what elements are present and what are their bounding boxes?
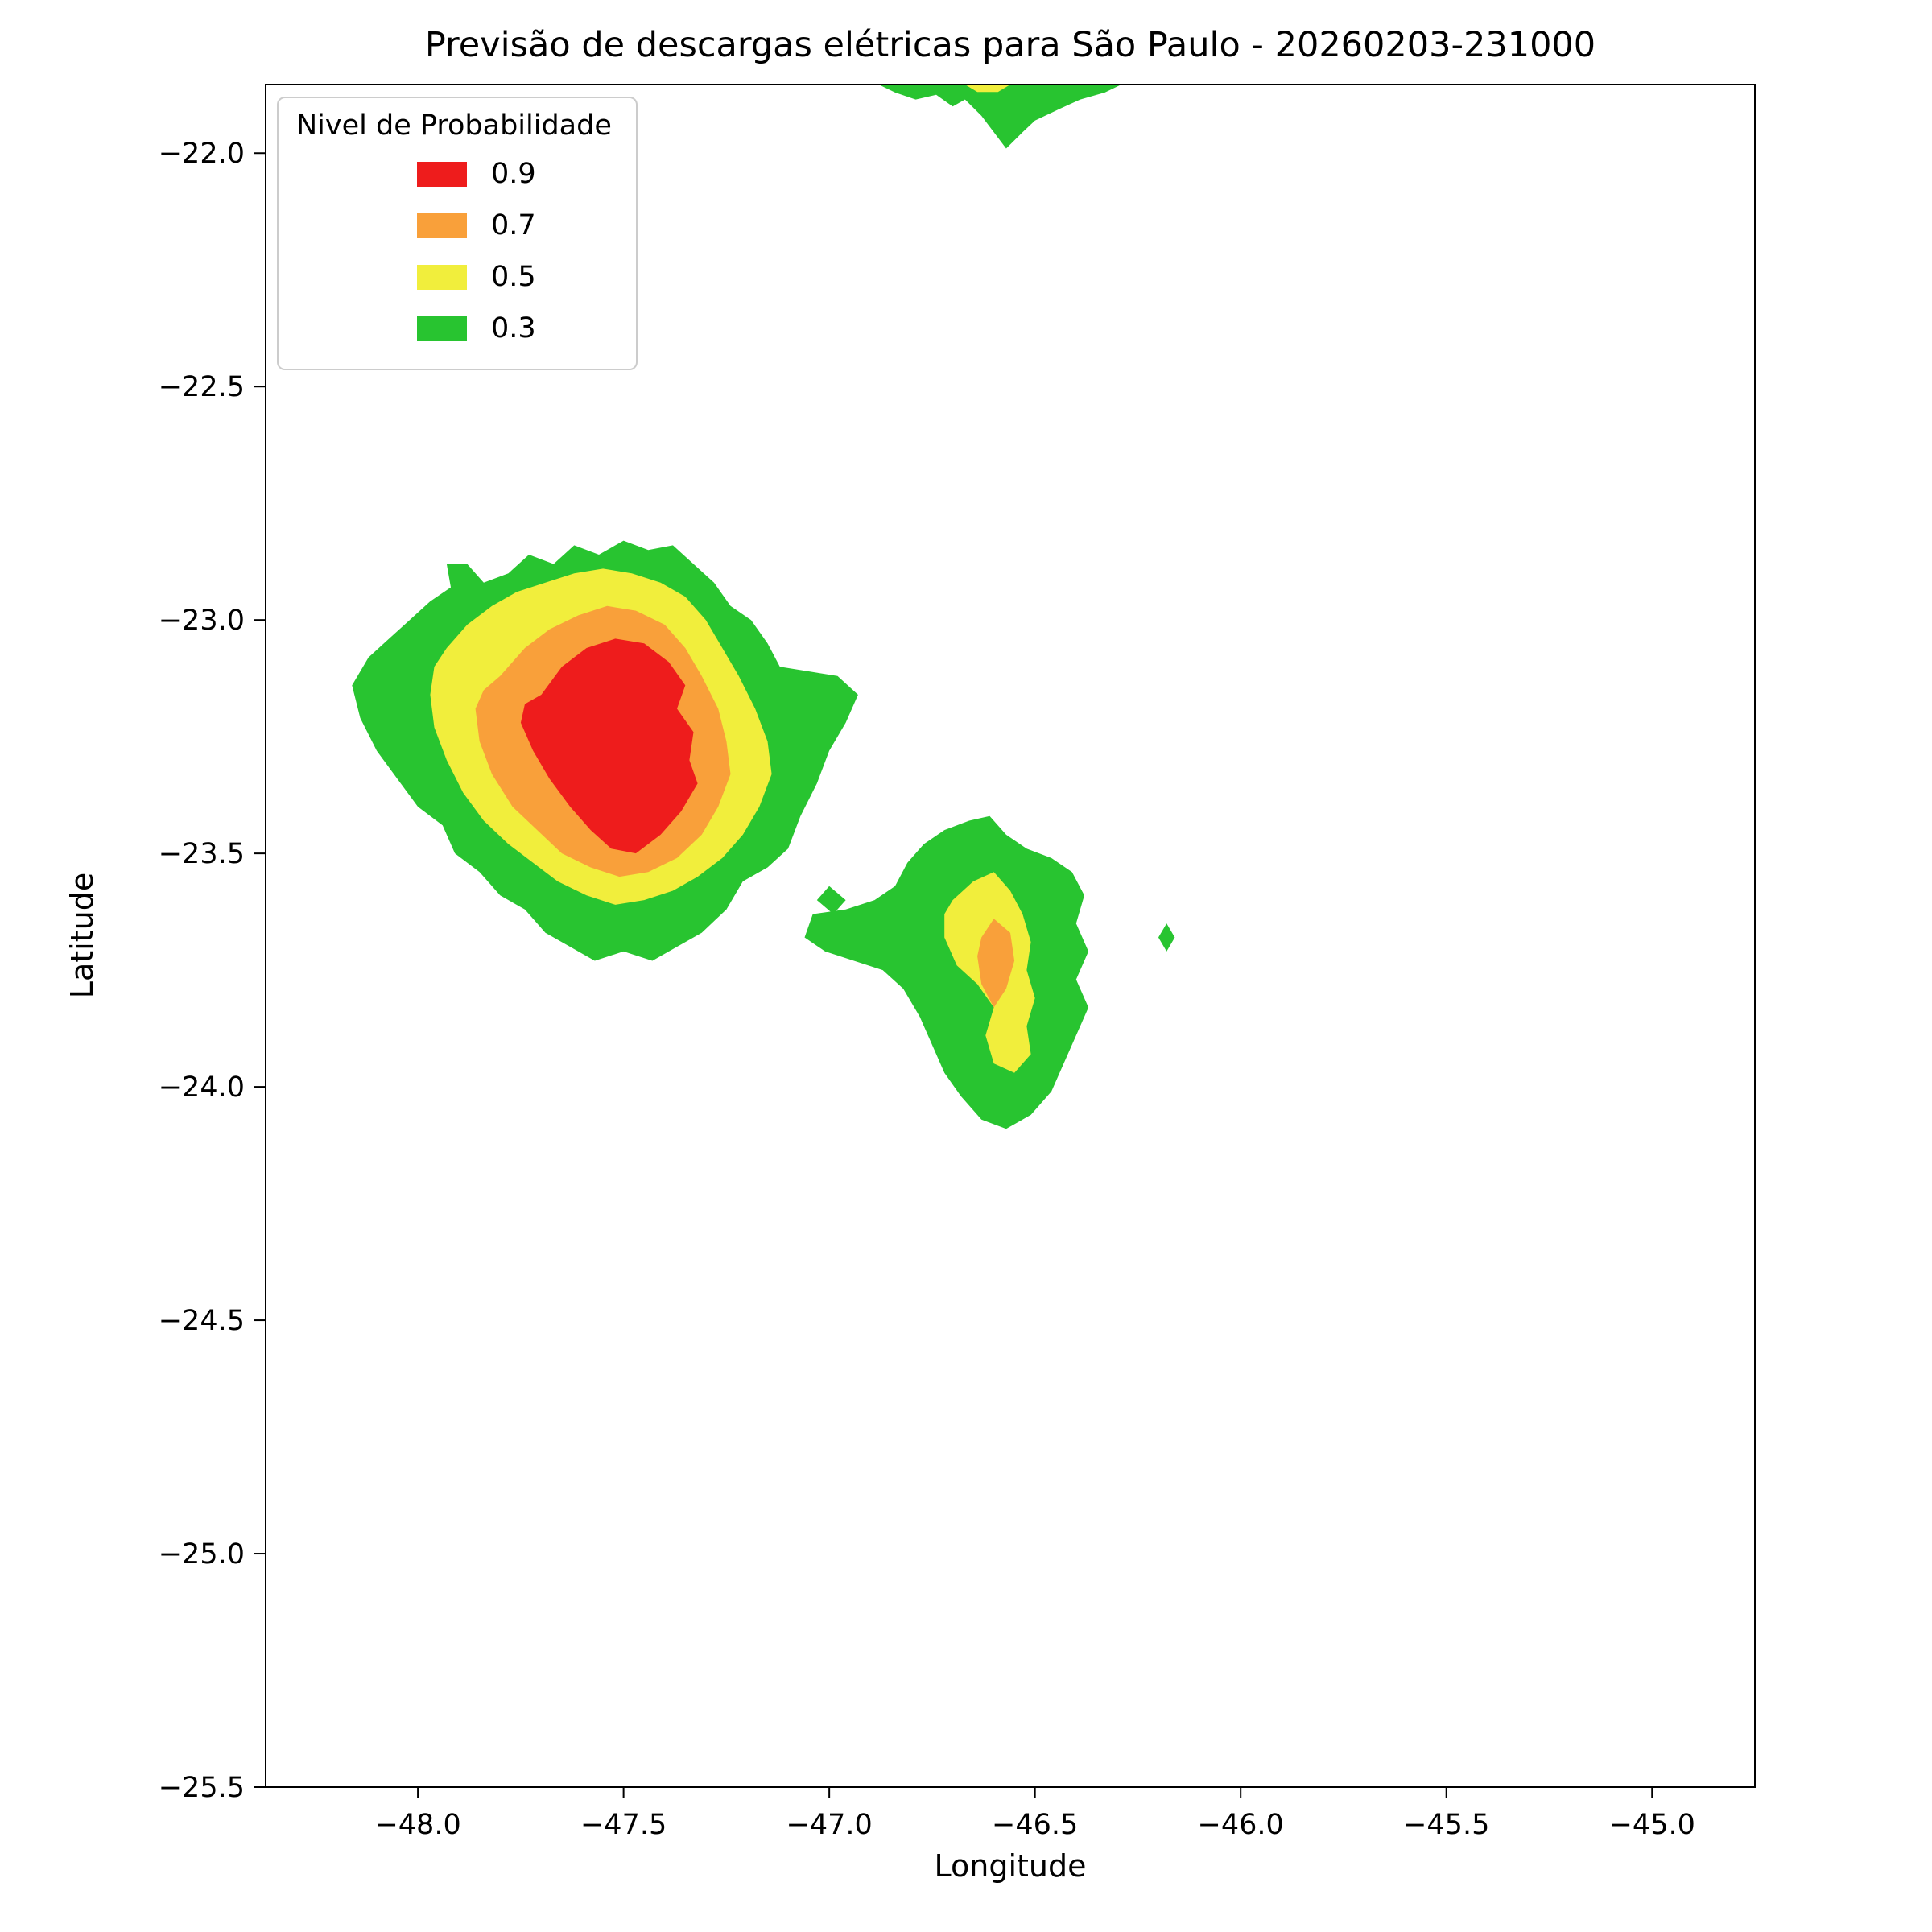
- y-axis-label: Latitude: [64, 872, 100, 999]
- legend-label: 0.5: [491, 261, 536, 293]
- legend-entry: 0.7: [296, 200, 612, 251]
- axes-frame: [265, 84, 1756, 1788]
- chart-title: Previsão de descargas elétricas para São…: [424, 25, 1596, 65]
- legend-title: Nivel de Probabilidade: [296, 109, 612, 142]
- legend-entry: 0.3: [296, 303, 612, 354]
- contour-layer: [352, 85, 1175, 1129]
- y-tick-label: −25.5: [159, 1772, 245, 1804]
- legend-swatch-0.7: [417, 213, 467, 238]
- legend-swatch-0.3: [417, 316, 467, 341]
- legend-entry: 0.5: [296, 251, 612, 303]
- y-tick-label: −23.0: [159, 605, 245, 637]
- legend-entry: 0.9: [296, 148, 612, 200]
- x-tick-label: −46.0: [1198, 1809, 1284, 1841]
- legend-swatch-0.5: [417, 264, 467, 290]
- y-tick-label: −25.0: [159, 1538, 245, 1571]
- contour-region-main-cell-red: [520, 638, 698, 854]
- x-tick-label: −45.5: [1403, 1809, 1489, 1841]
- y-tick-label: −23.5: [159, 838, 245, 870]
- legend-label: 0.9: [491, 158, 536, 190]
- legend: Nivel de Probabilidade 0.9 0.7 0.5 0.3: [277, 97, 638, 370]
- contour-region-east-cell-orange: [977, 919, 1015, 1008]
- legend-label: 0.7: [491, 209, 536, 242]
- x-tick-label: −48.0: [374, 1809, 460, 1841]
- contour-region-north-cell-yellow: [964, 85, 1010, 93]
- x-axis-label: Longitude: [934, 1848, 1087, 1884]
- legend-label: 0.3: [491, 312, 536, 345]
- legend-swatch-0.9: [417, 161, 467, 187]
- x-tick-label: −45.0: [1609, 1809, 1695, 1841]
- x-tick-label: −47.5: [580, 1809, 667, 1841]
- y-tick-label: −22.0: [159, 138, 245, 170]
- contour-region-north-cell-green: [878, 85, 1121, 149]
- contour-region-east-sliver-green: [1158, 923, 1175, 952]
- contour-region-west-sliver-green: [816, 886, 846, 914]
- legend-entries: 0.9 0.7 0.5 0.3: [296, 148, 612, 354]
- y-tick-label: −24.5: [159, 1305, 245, 1337]
- x-tick-label: −46.5: [992, 1809, 1078, 1841]
- y-tick-label: −22.5: [159, 371, 245, 403]
- y-tick-label: −24.0: [159, 1071, 245, 1104]
- x-tick-label: −47.0: [786, 1809, 873, 1841]
